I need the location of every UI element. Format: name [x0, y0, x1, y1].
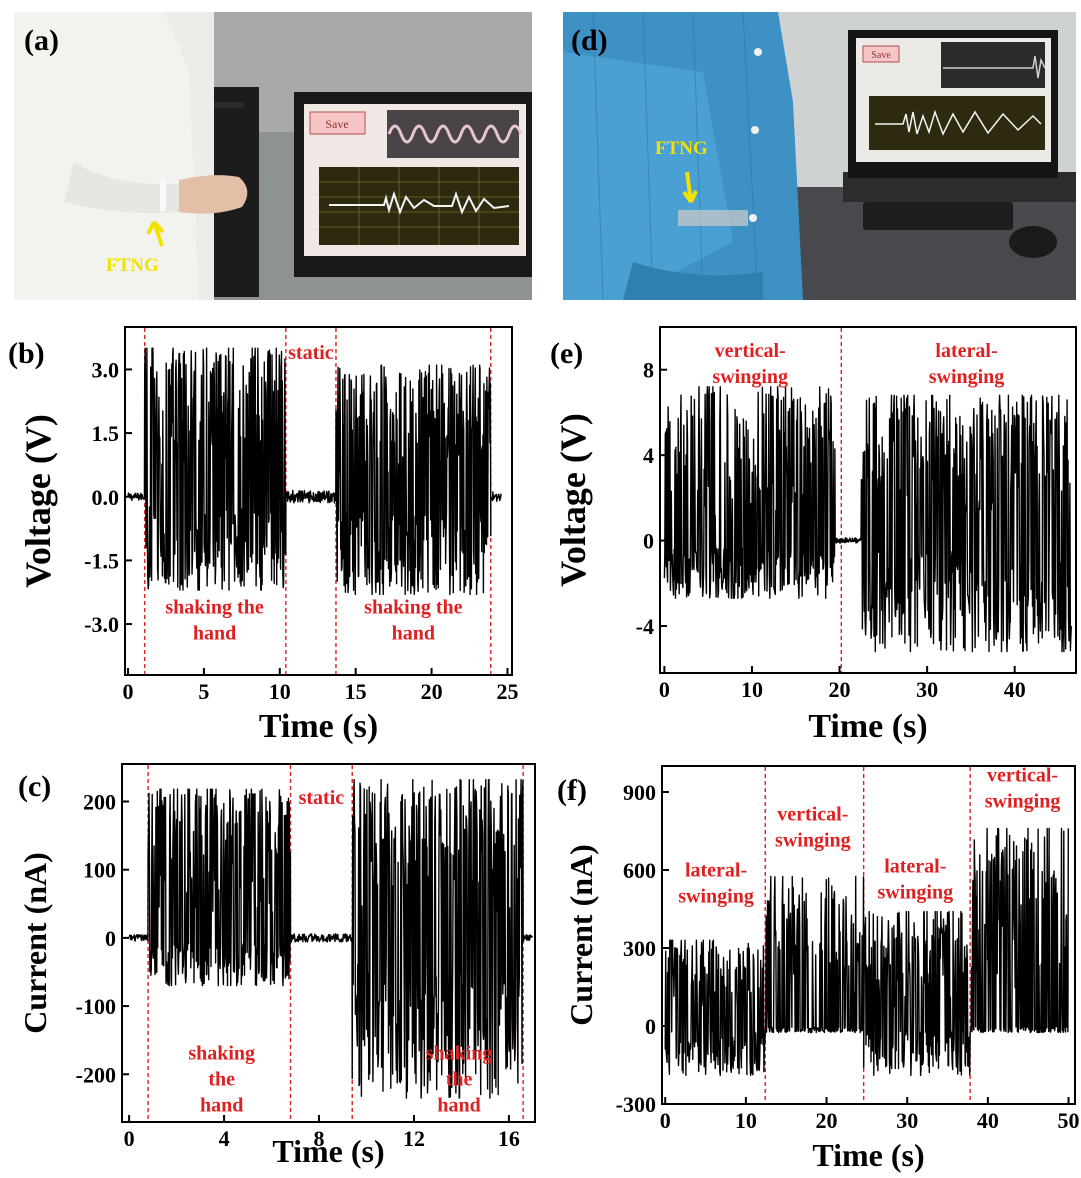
- annotation-label: vertical-swinging: [985, 765, 1061, 813]
- plot-frame: [661, 765, 1076, 1105]
- plot-frame: [659, 326, 1077, 674]
- x-tick-label: 4: [219, 1126, 230, 1151]
- x-tick-label: 5: [198, 679, 209, 704]
- y-tick-label: -100: [76, 994, 116, 1019]
- panel-label-f: (f): [557, 774, 587, 807]
- panel-label-b: (b): [8, 337, 45, 370]
- annotation-label: static: [299, 787, 345, 809]
- y-tick-label: 1.5: [92, 421, 120, 446]
- y-tick-label: -3.0: [84, 612, 119, 637]
- x-tick-label: 10: [741, 677, 763, 702]
- chart-b: 0 5 10 15 20 25 -3.0 -1.5 0.0 1.5 3.0 Time (s) Volta…: [8, 326, 518, 745]
- x-tick-label: 10: [269, 679, 291, 704]
- x-tick-label: 40: [977, 1108, 999, 1133]
- annotation-label: vertical-swinging: [712, 340, 788, 388]
- x-tick-label: 25: [496, 679, 518, 704]
- y-axis-label: Voltage (V): [18, 414, 58, 588]
- y-tick-label: -200: [76, 1062, 116, 1087]
- x-tick-label: 0: [123, 679, 134, 704]
- panel-label-a: (a): [24, 24, 59, 57]
- y-tick-label: 0: [105, 926, 116, 951]
- y-tick-label: -1.5: [84, 548, 119, 573]
- annotation-label: static: [288, 342, 334, 364]
- photo-d: Save FTNG (d): [563, 12, 1076, 300]
- y-tick-label: 0: [645, 1014, 656, 1039]
- annotation-label: shaking the hand: [165, 596, 263, 644]
- y-axis-label: Voltage (V): [553, 413, 593, 587]
- x-tick-label: 20: [421, 679, 443, 704]
- y-axis-label: Current (nA): [563, 844, 599, 1026]
- x-tick-label: 16: [498, 1126, 520, 1151]
- panel-label-c: (c): [18, 770, 51, 803]
- annotation-label: shaking the hand: [426, 1042, 493, 1116]
- signal-trace: [663, 386, 1072, 653]
- y-tick-label: 0: [643, 529, 654, 554]
- x-tick-label: 8: [314, 1126, 325, 1151]
- x-axis-label: Time (s): [812, 1137, 924, 1173]
- y-tick-label: -4: [636, 614, 654, 639]
- screen-save-label-d: Save: [871, 50, 891, 61]
- x-tick-label: 12: [403, 1126, 425, 1151]
- x-axis-label: Time (s): [259, 708, 378, 745]
- annotation-label: lateral-swinging: [877, 856, 953, 904]
- annotation-label: vertical-swinging: [775, 804, 851, 852]
- photo-a: Save FTNG (a): [14, 12, 532, 300]
- x-tick-label: 30: [916, 677, 938, 702]
- y-tick-label: 300: [623, 936, 656, 961]
- y-tick-label: 4: [643, 443, 654, 468]
- y-tick-label: 0.0: [92, 485, 120, 510]
- x-tick-label: 30: [896, 1108, 918, 1133]
- y-tick-label: 600: [623, 858, 656, 883]
- x-tick-label: 0: [659, 677, 670, 702]
- x-tick-label: 15: [345, 679, 367, 704]
- plot-frame: [121, 763, 536, 1123]
- y-tick-label: 3.0: [92, 357, 120, 382]
- x-axis-label: Time (s): [272, 1133, 384, 1169]
- x-tick-label: 10: [735, 1108, 757, 1133]
- x-tick-label: 0: [660, 1108, 671, 1133]
- x-tick-label: 50: [1058, 1108, 1080, 1133]
- chart-c: 0 4 8 12 16 -200 -100 0 100 200 Time (s) Current (n…: [17, 763, 536, 1169]
- x-tick-label: 40: [1004, 677, 1026, 702]
- panel-label-e: (e): [550, 337, 583, 370]
- signal-trace: [127, 347, 502, 596]
- photo-a-ftng-label: FTNG: [106, 255, 159, 276]
- signal-trace: [664, 827, 1069, 1077]
- y-axis-label: Current (nA): [17, 852, 53, 1034]
- annotation-label: lateral-swinging: [678, 860, 754, 908]
- annotation-label: shaking the hand: [188, 1042, 255, 1116]
- x-axis-label: Time (s): [808, 708, 927, 745]
- x-tick-label: 20: [829, 677, 851, 702]
- signal-trace: [128, 779, 533, 1099]
- plot-frame: [124, 326, 513, 676]
- annotation-label: shaking the hand: [364, 596, 462, 644]
- chart-e: 0 10 20 30 40 -4 0 4 8 Time (s) Voltage (V) vertica…: [550, 326, 1077, 745]
- y-tick-label: 100: [83, 858, 116, 883]
- y-tick-label: 200: [83, 790, 116, 815]
- panel-label-d: (d): [571, 24, 608, 57]
- y-tick-label: 900: [623, 780, 656, 805]
- y-tick-label: -300: [616, 1092, 656, 1117]
- y-tick-label: 8: [643, 358, 654, 383]
- photo-d-ftng-label: FTNG: [655, 138, 708, 159]
- screen-save-label: Save: [325, 117, 348, 131]
- x-tick-label: 0: [124, 1126, 135, 1151]
- x-tick-label: 20: [816, 1108, 838, 1133]
- annotation-label: lateral-swinging: [929, 340, 1005, 388]
